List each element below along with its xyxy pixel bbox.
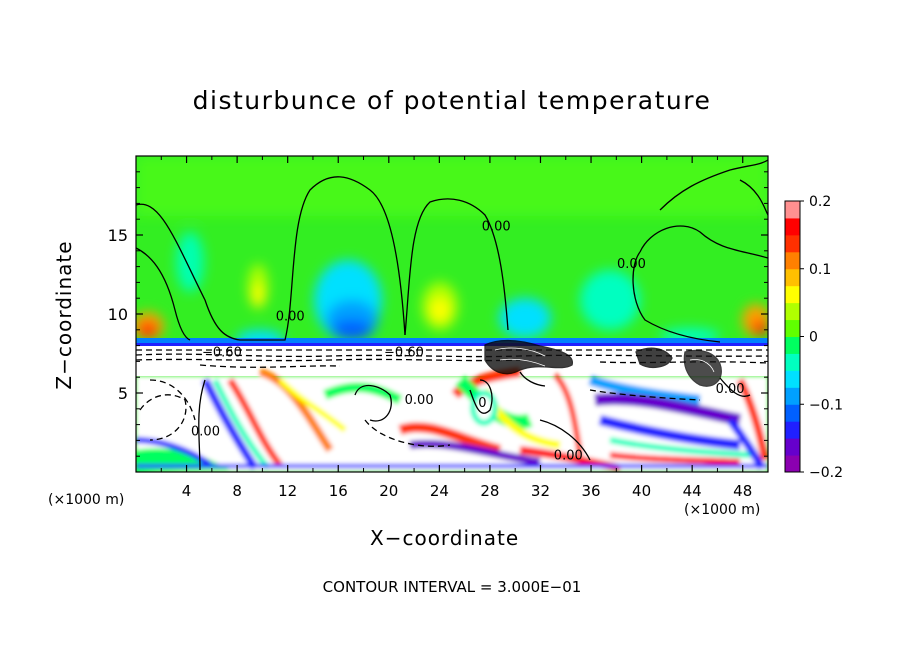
- x-tick-label: 12: [278, 482, 297, 500]
- contour-labels: 0.00 0.00 0.00 −0.60 −0.60 0.00 0.00 0 0.00 0.00: [191, 219, 745, 463]
- y-axis: 5 10 15: [108, 171, 768, 457]
- x-tick-label: 16: [329, 482, 348, 500]
- x-axis: 4 8 12 16 20 24 28 32 36 40 44 48: [160, 156, 752, 500]
- colorbar-swatch: [785, 268, 800, 287]
- contour-label: 0.00: [405, 393, 434, 408]
- x-tick-label: 24: [430, 482, 449, 500]
- contour-lines: [136, 159, 768, 471]
- y-tick-label: 15: [108, 226, 128, 245]
- field-shading: [136, 156, 768, 472]
- contour-label: 0.00: [554, 448, 583, 463]
- x-tick-label: 36: [581, 482, 600, 500]
- x-axis-label: X−coordinate: [370, 526, 520, 550]
- colorbar-tick-label: 0: [809, 330, 818, 346]
- colorbar-swatch: [785, 421, 800, 439]
- colorbar-tick-label: 0.1: [809, 262, 831, 278]
- contour-label: 0.00: [276, 309, 305, 324]
- colorbar-swatch: [785, 251, 800, 270]
- x-tick-label: 4: [182, 482, 192, 500]
- contour-label: 0.00: [617, 257, 646, 272]
- colorbar-swatch: [785, 438, 800, 456]
- contour-label: −0.60: [202, 346, 242, 361]
- contour-label: 0.00: [716, 382, 745, 397]
- colorbar-swatch: [785, 336, 800, 354]
- contour-interval-note: CONTOUR INTERVAL = 3.000E−01: [322, 578, 582, 596]
- colorbar-swatch: [785, 234, 800, 253]
- colorbar-swatch: [785, 302, 800, 321]
- x-unit-label-left: (×1000 m): [48, 492, 125, 508]
- contour-label: 0.00: [482, 219, 511, 234]
- x-unit-label-right: (×1000 m): [684, 502, 761, 518]
- y-tick-label: 5: [118, 384, 128, 403]
- colorbar-swatch: [785, 353, 800, 371]
- colorbar-swatch: [785, 455, 800, 473]
- colorbar-tick-label: −0.1: [809, 397, 843, 413]
- colorbar-swatch: [785, 217, 800, 236]
- colorbar-tick-label: 0.2: [809, 194, 831, 210]
- colorbar-tick-label: −0.2: [809, 465, 843, 481]
- colorbar-swatch: [785, 285, 800, 304]
- y-axis-label: Z−coordinate: [52, 240, 76, 390]
- x-tick-label: 32: [531, 482, 550, 500]
- colorbar-swatch: [785, 370, 800, 388]
- x-tick-label: 20: [379, 482, 398, 500]
- y-tick-label: 10: [108, 305, 128, 324]
- x-tick-label: 48: [733, 482, 752, 500]
- contour-label: 0.00: [191, 425, 220, 440]
- contour-label: −0.60: [384, 346, 424, 361]
- x-tick-label: 28: [480, 482, 499, 500]
- colorbar-swatch: [785, 319, 800, 337]
- colorbar-swatch: [785, 404, 800, 422]
- colorbar-swatch: [785, 387, 800, 405]
- colorbar: 0.2 0.1 0 −0.1 −0.2: [784, 194, 843, 481]
- contour-label: 0: [478, 396, 486, 411]
- colorbar-swatch: [785, 201, 800, 219]
- x-tick-label: 40: [632, 482, 651, 500]
- chart-title: disturbunce of potential temperature: [192, 86, 712, 115]
- x-tick-label: 44: [683, 482, 702, 500]
- x-tick-label: 8: [232, 482, 242, 500]
